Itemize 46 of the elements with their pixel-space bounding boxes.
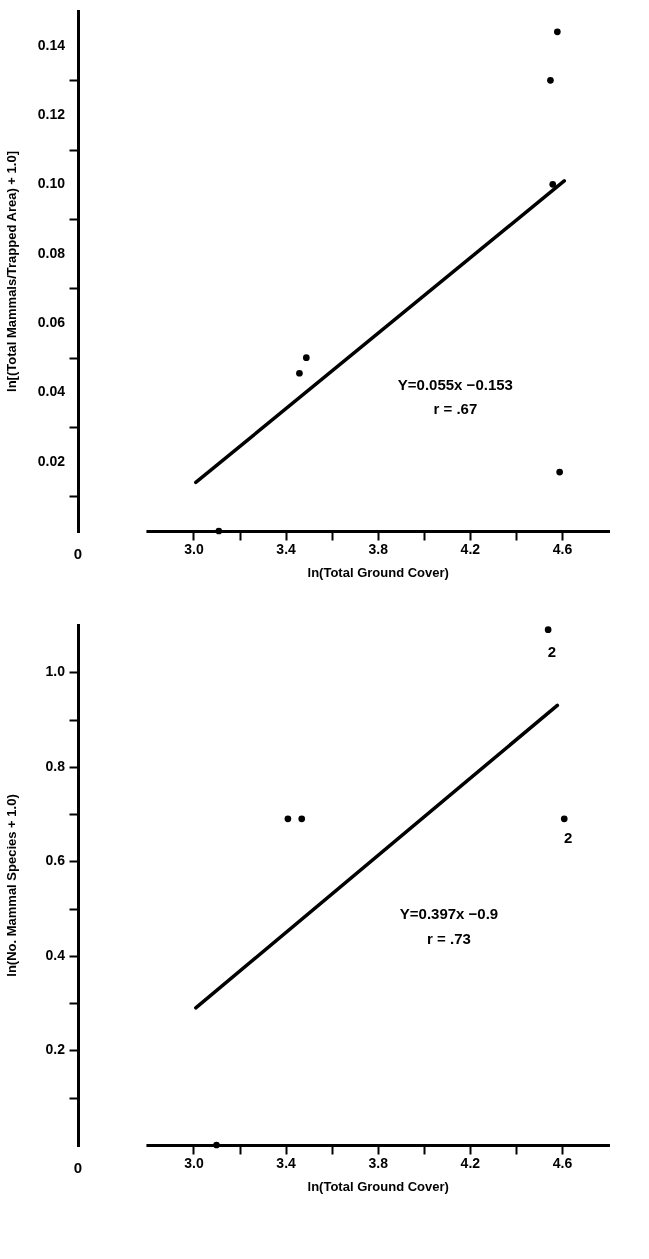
point xyxy=(284,815,292,823)
point xyxy=(549,180,557,188)
y-tick-label: 0.08 xyxy=(37,244,66,261)
annotation: r = .73 xyxy=(427,929,471,947)
x-axis-title: ln(Total Ground Cover) xyxy=(307,564,449,580)
y-tick-label: 0.04 xyxy=(37,383,66,400)
annotation: r = .67 xyxy=(433,400,478,418)
point xyxy=(296,369,303,377)
y-axis-title: ln[(Total Mammals/Trapped Area) + 1.0] xyxy=(3,151,19,392)
x-tick-label: 4.6 xyxy=(552,540,573,557)
point xyxy=(302,354,310,362)
x-tick-label: 4.2 xyxy=(460,1154,481,1171)
text: 0 xyxy=(73,1159,83,1177)
y-tick-label: 0.6 xyxy=(45,852,66,869)
annotation: 2 xyxy=(564,829,573,847)
y-tick-label: 0.2 xyxy=(45,1041,66,1058)
point xyxy=(553,28,561,36)
annotation: Y=0.055x −0.153 xyxy=(397,376,513,394)
annotation: 2 xyxy=(547,643,556,661)
y-tick-label: 1.0 xyxy=(45,663,66,680)
x-tick-label: 3.8 xyxy=(368,1154,389,1171)
point xyxy=(544,626,552,634)
y-tick-label: 0.12 xyxy=(37,106,66,122)
point xyxy=(556,468,563,476)
x-tick-label: 3.4 xyxy=(276,540,297,557)
y-tick-label: 0.02 xyxy=(37,452,66,469)
x-tick-label: 4.2 xyxy=(460,540,481,557)
point xyxy=(213,1141,220,1149)
y-tick-label: 0.06 xyxy=(37,314,66,330)
x-tick-label: 4.6 xyxy=(552,1154,573,1171)
point xyxy=(215,527,223,535)
y-tick-label: 0.4 xyxy=(45,946,66,963)
point xyxy=(298,815,306,823)
x-tick-label: 3.4 xyxy=(276,1154,297,1171)
point xyxy=(560,815,568,823)
y-tick-label: 0.14 xyxy=(37,36,66,53)
annotation: Y=0.397x −0.9 xyxy=(399,905,499,923)
x-tick-label: 3.0 xyxy=(184,1154,204,1171)
y-tick-label: 0.10 xyxy=(37,175,66,192)
y-tick-label: 0.8 xyxy=(45,757,66,774)
point xyxy=(547,76,554,84)
y-axis-title: ln(No. Mammal Species + 1.0) xyxy=(3,794,19,977)
x-axis-title: ln(Total Ground Cover) xyxy=(307,1178,449,1194)
x-tick-label: 3.0 xyxy=(184,540,204,557)
text: 0 xyxy=(73,545,83,563)
x-tick-label: 3.8 xyxy=(368,540,389,557)
